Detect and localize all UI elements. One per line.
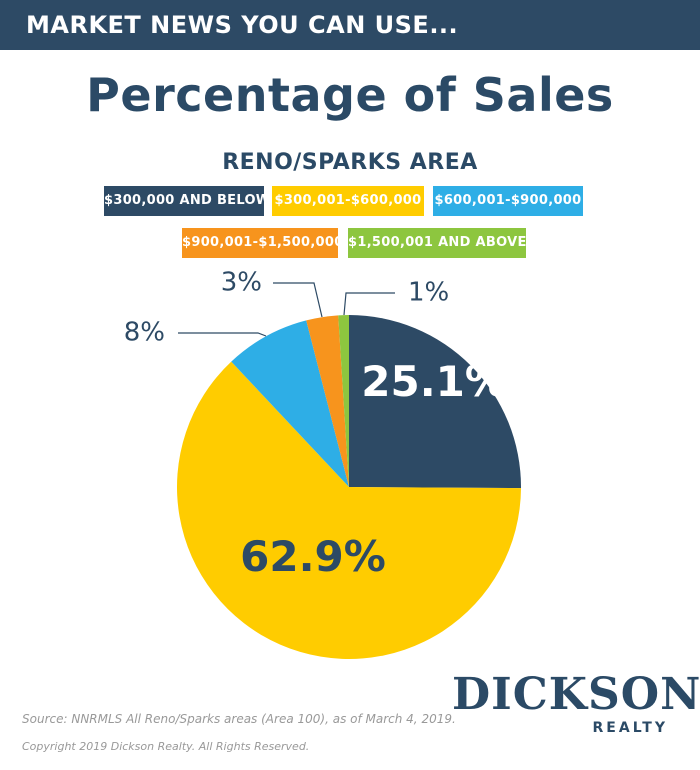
legend-entry-300k-and-below: $300,000 AND BELOW: [104, 186, 270, 216]
data-label-1-5m-and-above: 1%: [408, 278, 449, 308]
leader-line-600k-900k: [178, 332, 267, 337]
data-label-900k-1-5m: 3%: [221, 268, 262, 298]
data-label-300k-600k: 62.9%: [240, 532, 386, 581]
pie-slice-300k-and-below: [349, 315, 521, 489]
legend-entry-600k-900k: $600,001-$900,000: [433, 186, 583, 216]
pie-slice-300k-600k: [176, 361, 521, 660]
chart-title: Percentage of Sales: [86, 68, 614, 122]
legend-entry-1-5m-and-above: $1,500,001 AND ABOVE: [348, 228, 526, 258]
source-note: Source: NNRMLS All Reno/Sparks areas (Ar…: [22, 712, 456, 726]
data-label-600k-900k: 8%: [124, 318, 165, 348]
logo-subtitle: REALTY: [592, 720, 668, 736]
leader-line-900k-1-5m: [273, 282, 323, 318]
header-banner: MARKET NEWS YOU CAN USE...: [0, 0, 700, 50]
pie-chart: 25.1% 62.9% 8% 3% 1%: [124, 268, 521, 660]
data-label-300k-and-below: 25.1%: [361, 357, 507, 406]
legend-entry-300k-600k: $300,001-$600,000: [272, 186, 424, 216]
chart-subtitle: RENO/SPARKS AREA: [222, 150, 478, 175]
leader-line-1-5m-and-above: [343, 292, 395, 316]
legend-entry-900k-1-5m: $900,001-$1,500,000: [182, 228, 343, 258]
copyright-note: Copyright 2019 Dickson Realty. All Right…: [22, 740, 310, 753]
pie-slice-1-5m-and-above: [338, 315, 349, 487]
pie-slice-600k-900k: [231, 320, 349, 487]
pie-slice-900k-1-5m: [306, 315, 349, 487]
logo-wordmark: DICKSON: [452, 669, 700, 720]
dickson-realty-logo: DICKSON REALTY: [452, 669, 700, 737]
